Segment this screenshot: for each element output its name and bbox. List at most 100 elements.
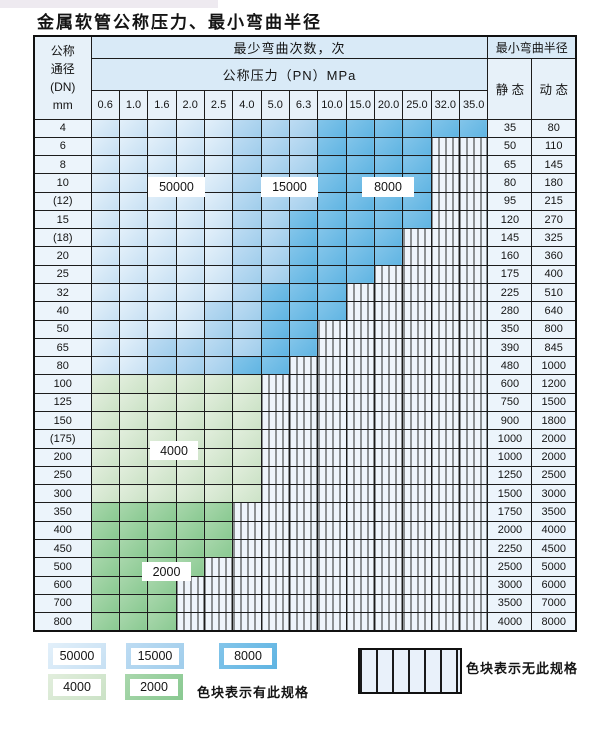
spec-cell-50	[90, 319, 120, 339]
dynamic-radius-cell: 7000	[531, 593, 577, 614]
spec-cell-8	[317, 155, 347, 175]
corner-line: 通径	[50, 61, 75, 76]
dn-cell: 450	[33, 538, 92, 559]
dynamic-radius-cell: 510	[531, 283, 577, 303]
spec-cell-4	[175, 484, 205, 504]
zone-value-label: 15000	[261, 177, 318, 197]
no-spec-cell	[288, 374, 319, 394]
pressure-column-header: 2.5	[203, 89, 234, 120]
spec-cell-4	[118, 410, 149, 431]
no-spec-cell	[260, 612, 290, 632]
spec-cell-8	[317, 228, 347, 248]
table-row: 25 175 400	[33, 264, 577, 285]
spec-cell-50	[203, 283, 234, 303]
no-spec-cell	[373, 447, 404, 467]
dn-cell: 500	[33, 557, 92, 577]
dynamic-radius-cell: 145	[531, 155, 577, 175]
static-radius-cell: 350	[487, 319, 533, 339]
nominal-pressure-header: 公称压力（PN）MPa	[90, 57, 489, 91]
no-spec-cell	[373, 319, 404, 339]
static-radius-cell: 900	[487, 410, 533, 431]
no-spec-cell	[317, 465, 347, 486]
no-spec-cell	[260, 557, 290, 577]
static-radius-cell: 160	[487, 246, 533, 266]
spec-cell-8	[373, 136, 404, 157]
legend-swatch-4000: 4000	[48, 674, 106, 700]
dynamic-radius-cell: 110	[531, 136, 577, 157]
no-spec-cell	[430, 319, 460, 339]
spec-cell-8	[260, 319, 290, 339]
dn-cell: 25	[33, 264, 92, 285]
no-spec-cell	[458, 410, 489, 431]
no-spec-cell	[430, 374, 460, 394]
spec-cell-4	[147, 410, 177, 431]
no-spec-cell	[260, 502, 290, 522]
no-spec-cell	[458, 520, 489, 540]
no-spec-cell	[345, 484, 375, 504]
dynamic-radius-cell: 325	[531, 228, 577, 248]
no-spec-cell	[458, 264, 489, 285]
static-radius-cell: 2500	[487, 557, 533, 577]
table-row: 100 600 1200	[33, 374, 577, 394]
table-row: 15 120 270	[33, 209, 577, 230]
spec-cell-15	[232, 283, 262, 303]
spec-cell-50	[147, 118, 177, 138]
spec-cell-8	[402, 155, 432, 175]
no-spec-cell	[345, 502, 375, 522]
no-spec-cell	[458, 155, 489, 175]
spec-cell-15	[260, 228, 290, 248]
no-spec-cell	[345, 301, 375, 321]
spec-cell-50	[175, 283, 205, 303]
dynamic-radius-cell: 1800	[531, 410, 577, 431]
no-spec-cell	[260, 538, 290, 559]
no-spec-cell	[203, 612, 234, 632]
no-spec-cell	[260, 410, 290, 431]
spec-cell-8	[317, 209, 347, 230]
table-row: 400 2000 4000	[33, 520, 577, 540]
dynamic-radius-cell: 6000	[531, 575, 577, 595]
min-bend-radius-header: 最小弯曲半径	[487, 35, 577, 59]
pressure-column-header: 10.0	[317, 89, 347, 120]
no-spec-cell	[458, 301, 489, 321]
no-spec-cell	[317, 410, 347, 431]
table-row: 80 480 1000	[33, 356, 577, 376]
spec-cell-8	[288, 228, 319, 248]
table-row: 450 2250 4500	[33, 538, 577, 559]
no-spec-cell	[317, 429, 347, 449]
no-spec-cell	[345, 374, 375, 394]
table-row: 40 280 640	[33, 301, 577, 321]
static-radius-cell: 3000	[487, 575, 533, 595]
spec-cell-15	[288, 118, 319, 138]
pressure-column-header: 5.0	[260, 89, 290, 120]
no-spec-cell	[373, 575, 404, 595]
zone-value-label: 2000	[142, 562, 191, 581]
no-spec-cell	[430, 191, 460, 211]
spec-cell-50	[147, 319, 177, 339]
spec-cell-50	[147, 264, 177, 285]
spec-cell-4	[90, 392, 120, 413]
dynamic-radius-cell: 2500	[531, 465, 577, 486]
table-row: 65 390 845	[33, 337, 577, 358]
legend-swatch-label: 2000	[130, 678, 178, 696]
no-spec-cell	[458, 557, 489, 577]
no-spec-cell	[430, 209, 460, 230]
spec-cell-4	[90, 374, 120, 394]
no-spec-cell	[430, 264, 460, 285]
no-spec-cell	[373, 337, 404, 358]
spec-cell-50	[147, 136, 177, 157]
no-spec-cell	[317, 593, 347, 614]
no-spec-cell	[345, 429, 375, 449]
no-spec-cell	[402, 612, 432, 632]
no-spec-cell	[402, 392, 432, 413]
no-spec-cell	[232, 557, 262, 577]
no-spec-cell	[288, 410, 319, 431]
dn-cell: 80	[33, 356, 92, 376]
no-spec-cell	[260, 575, 290, 595]
dn-cell: 200	[33, 447, 92, 467]
no-spec-cell	[458, 319, 489, 339]
no-spec-cell	[402, 264, 432, 285]
spec-cell-50	[90, 173, 120, 193]
zone-value-label: 4000	[150, 441, 198, 460]
no-spec-cell	[317, 612, 347, 632]
